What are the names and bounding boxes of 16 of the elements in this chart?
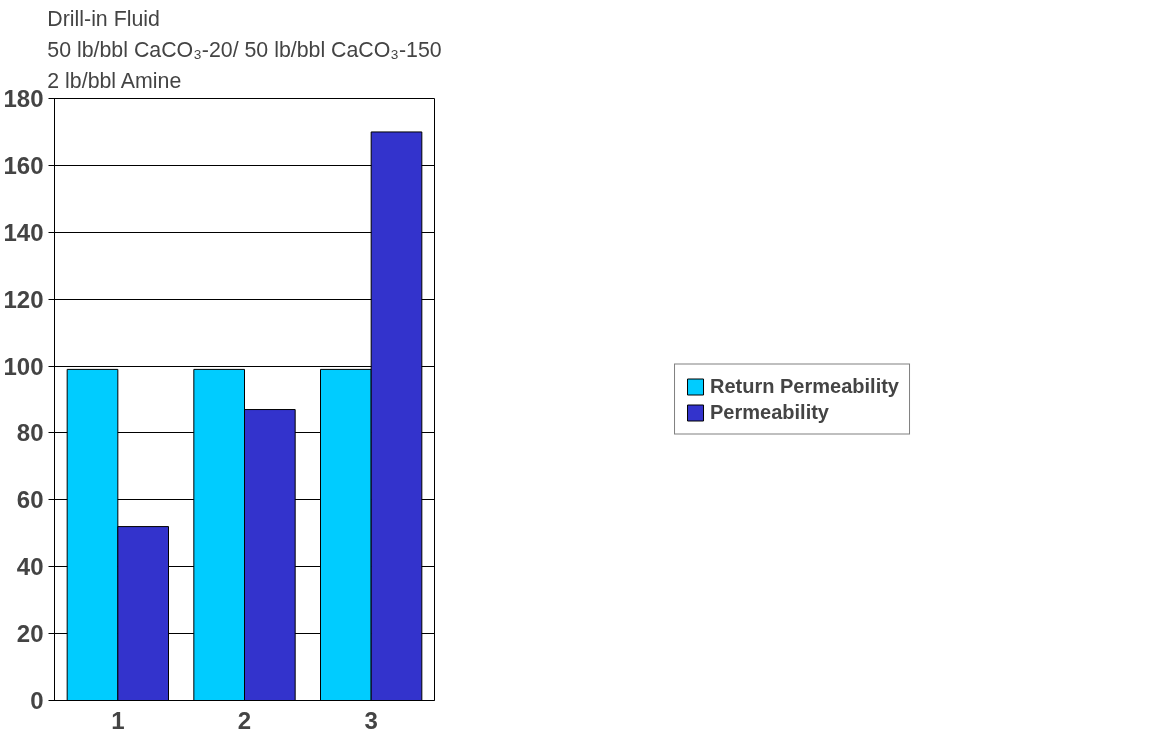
x-tick-label: 3 xyxy=(364,706,378,734)
legend-label: Permeability xyxy=(710,400,829,424)
y-tick-label: 180 xyxy=(3,85,44,112)
y-tick-label: 80 xyxy=(16,419,44,447)
chart-title: Drill-in Fluid 50 lb/bbl CaCO₃-20/ 50 lb/bbl CaCO₃-150 2 lb/bbl Amine xyxy=(47,7,442,94)
y-tick-label: 20 xyxy=(16,620,44,648)
y-tick-label: 160 xyxy=(3,151,44,179)
x-tick-label: 1 xyxy=(111,706,125,734)
y-tick-label: 120 xyxy=(3,285,44,313)
y-tick-label: 40 xyxy=(16,553,44,581)
y-tick-label: 140 xyxy=(3,218,44,246)
y-tick-label: 100 xyxy=(3,352,44,380)
x-tick-label: 2 xyxy=(237,706,252,734)
legend-label: Return Permeability xyxy=(710,374,899,398)
y-tick-label: 60 xyxy=(16,486,44,514)
y-tick-label: 0 xyxy=(30,687,44,714)
